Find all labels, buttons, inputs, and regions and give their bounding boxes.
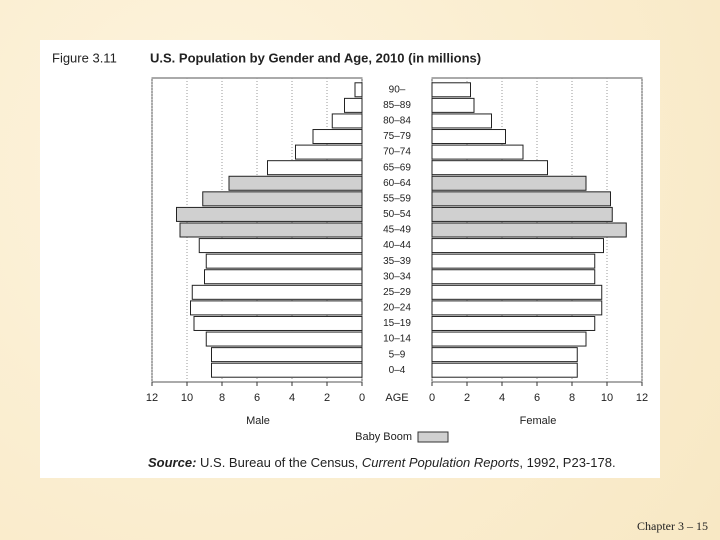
bar	[267, 160, 363, 176]
bar	[431, 331, 587, 347]
x-tick-label: 6	[534, 392, 540, 404]
source-text: U.S. Bureau of the Census,	[196, 455, 361, 470]
legend-label: Baby Boom	[355, 431, 412, 443]
bar	[431, 222, 627, 238]
age-label: 55–59	[383, 193, 411, 204]
bar	[202, 191, 363, 207]
bar	[431, 315, 596, 331]
age-label: 5–9	[389, 349, 406, 360]
bar	[205, 331, 363, 347]
bar	[431, 253, 596, 269]
bar	[431, 362, 578, 378]
x-tick-label: 4	[499, 392, 505, 404]
bar	[190, 300, 363, 316]
age-label: 0–4	[389, 365, 406, 376]
age-label: 65–69	[383, 162, 411, 173]
age-label: 70–74	[383, 147, 411, 158]
bar	[204, 269, 363, 285]
bar	[431, 238, 604, 254]
bar	[431, 284, 603, 300]
bar	[431, 175, 587, 191]
bar	[431, 191, 611, 207]
age-label: 20–24	[383, 303, 411, 314]
bar	[179, 222, 363, 238]
age-label: 45–49	[383, 225, 411, 236]
x-tick-label: 0	[359, 392, 365, 404]
age-label: 60–64	[383, 178, 411, 189]
age-label: 15–19	[383, 318, 411, 329]
bar	[191, 284, 363, 300]
bar	[431, 269, 596, 285]
x-tick-label: 2	[464, 392, 470, 404]
age-label: 50–54	[383, 209, 411, 220]
source-rest: , 1992, P23-178.	[519, 455, 615, 470]
center-label: AGE	[385, 392, 408, 404]
bar	[295, 144, 363, 160]
bar	[198, 238, 363, 254]
bar	[205, 253, 363, 269]
age-label: 35–39	[383, 256, 411, 267]
bar	[431, 113, 492, 129]
bar	[431, 97, 475, 113]
x-tick-label: 8	[219, 392, 225, 404]
bar	[431, 206, 613, 222]
age-label: 85–89	[383, 100, 411, 111]
source-note: Source: U.S. Bureau of the Census, Curre…	[148, 455, 616, 470]
x-tick-label: 2	[324, 392, 330, 404]
x-tick-label: 12	[146, 392, 158, 404]
x-tick-label: 8	[569, 392, 575, 404]
bar	[228, 175, 363, 191]
bar	[312, 129, 363, 145]
x-tick-label: 4	[289, 392, 295, 404]
axis-title: Female	[520, 415, 557, 427]
bar	[344, 97, 363, 113]
bar	[193, 315, 363, 331]
source-italic: Current Population Reports	[362, 455, 520, 470]
x-tick-label: 0	[429, 392, 435, 404]
age-label: 75–79	[383, 131, 411, 142]
x-tick-label: 12	[636, 392, 648, 404]
bar	[431, 347, 578, 363]
age-label: 40–44	[383, 240, 411, 251]
age-label: 25–29	[383, 287, 411, 298]
x-tick-label: 10	[181, 392, 193, 404]
bar	[431, 300, 603, 316]
age-label: 90–	[389, 84, 406, 95]
axis-title: Male	[246, 415, 270, 427]
age-label: 10–14	[383, 334, 411, 345]
figure-label: Figure 3.11	[52, 50, 117, 65]
bar	[431, 144, 524, 160]
footer: Chapter 3 – 15	[637, 519, 708, 533]
age-label: 80–84	[383, 116, 411, 127]
source-lead: Source:	[148, 455, 196, 470]
bar	[431, 82, 471, 98]
age-label: 30–34	[383, 271, 411, 282]
bar	[431, 160, 548, 176]
x-tick-label: 6	[254, 392, 260, 404]
bar	[331, 113, 363, 129]
legend-swatch	[417, 431, 449, 443]
bar	[211, 362, 363, 378]
bar	[211, 347, 363, 363]
bar	[354, 82, 363, 98]
bar	[431, 129, 506, 145]
x-tick-label: 10	[601, 392, 613, 404]
chart-title: U.S. Population by Gender and Age, 2010 …	[150, 50, 481, 65]
bar	[176, 206, 363, 222]
